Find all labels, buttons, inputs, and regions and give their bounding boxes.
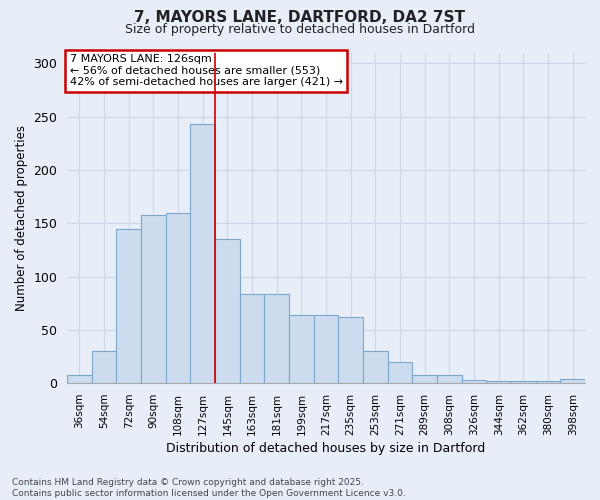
Bar <box>240 294 265 383</box>
Bar <box>190 124 215 383</box>
Bar <box>166 212 190 383</box>
Text: 7, MAYORS LANE, DARTFORD, DA2 7ST: 7, MAYORS LANE, DARTFORD, DA2 7ST <box>134 10 466 25</box>
Bar <box>289 315 314 383</box>
Bar <box>141 214 166 383</box>
Bar <box>437 374 462 383</box>
Bar <box>67 374 92 383</box>
Bar <box>338 317 363 383</box>
Text: Size of property relative to detached houses in Dartford: Size of property relative to detached ho… <box>125 22 475 36</box>
Bar <box>314 315 338 383</box>
Bar <box>536 381 560 383</box>
Bar <box>487 381 511 383</box>
Text: Contains HM Land Registry data © Crown copyright and database right 2025.
Contai: Contains HM Land Registry data © Crown c… <box>12 478 406 498</box>
Bar <box>412 374 437 383</box>
Bar <box>92 351 116 383</box>
Bar <box>265 294 289 383</box>
Bar <box>363 351 388 383</box>
Y-axis label: Number of detached properties: Number of detached properties <box>15 125 28 311</box>
Bar <box>388 362 412 383</box>
Bar <box>511 381 536 383</box>
X-axis label: Distribution of detached houses by size in Dartford: Distribution of detached houses by size … <box>166 442 486 455</box>
Text: 7 MAYORS LANE: 126sqm
← 56% of detached houses are smaller (553)
42% of semi-det: 7 MAYORS LANE: 126sqm ← 56% of detached … <box>70 54 343 88</box>
Bar <box>116 228 141 383</box>
Bar <box>462 380 487 383</box>
Bar <box>560 379 585 383</box>
Bar <box>215 239 240 383</box>
